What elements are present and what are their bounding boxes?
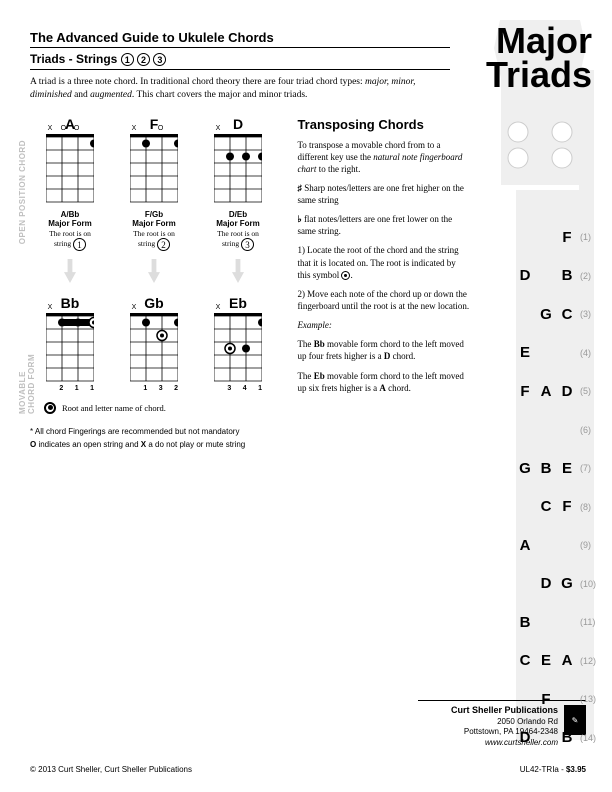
transposing-p1: To transpose a movable chord from to a d… — [297, 139, 470, 175]
fret-row: F (1) — [506, 218, 604, 257]
form-label: F/GbMajor Form — [118, 210, 190, 228]
chord-grid: XOO — [46, 134, 94, 204]
bottom-bar: © 2013 Curt Sheller, Curt Sheller Public… — [30, 765, 586, 774]
fret-row: FAD (5) — [506, 372, 604, 411]
fret-row: DB (2) — [506, 257, 604, 296]
fret-row: GC (3) — [506, 295, 604, 334]
example-label: Example: — [297, 319, 470, 331]
chord-F: F XO F/GbMajor Form The root is onstring… — [118, 116, 190, 291]
transposing-heading: Transposing Chords — [297, 116, 470, 134]
fret-row: DB (14) — [506, 719, 604, 758]
fret-row: (6) — [506, 411, 604, 450]
sharp-note: ♯ Sharp notes/letters are one fret highe… — [297, 182, 470, 206]
example-1: The Bb movable form chord to the left mo… — [297, 338, 470, 362]
chord-Eb: Eb X 341 — [202, 295, 274, 392]
root-legend-text: Root and letter name of chord. — [62, 403, 166, 413]
title-line2: Triads — [486, 58, 592, 92]
form-label: D/EbMajor Form — [202, 210, 274, 228]
fret-num: (8) — [580, 502, 604, 512]
arrow-down-icon — [232, 259, 244, 283]
root-string: The root is onstring 3 — [202, 229, 274, 251]
fret-num: (4) — [580, 348, 604, 358]
chord-D: D X D/EbMajor Form The root is onstring … — [202, 116, 274, 291]
form-label: A/BbMajor Form — [34, 210, 106, 228]
fret-num: (6) — [580, 425, 604, 435]
footnote-2: O indicates an open string and X a do no… — [30, 439, 410, 452]
string-num: 3 — [153, 53, 166, 66]
flat-note: ♭ flat notes/letters are one fret lower … — [297, 213, 470, 237]
fret-num: (3) — [580, 309, 604, 319]
fret-num: (9) — [580, 540, 604, 550]
fret-num: (1) — [580, 232, 604, 242]
arrow-down-icon — [148, 259, 160, 283]
transposing-section: Transposing Chords To transpose a movabl… — [297, 116, 470, 414]
open-chord-row: A XOO A/BbMajor Form The root is onstrin… — [34, 116, 281, 291]
fret-num: (14) — [580, 733, 604, 743]
fret-row: E (4) — [506, 334, 604, 373]
fret-num: (11) — [580, 617, 604, 627]
root-legend: Root and letter name of chord. — [30, 402, 281, 414]
chord-grid: X — [214, 134, 262, 204]
title-line1: Major — [486, 24, 592, 58]
finger-numbers: 341 — [214, 385, 262, 392]
guide-title: The Advanced Guide to Ukulele Chords — [30, 30, 450, 48]
fretboard-chart: F (1) DB (2) GC (3) E (4) FAD (5) (6) GB… — [506, 218, 604, 757]
fret-row: DG (10) — [506, 565, 604, 604]
fret-num: (2) — [580, 271, 604, 281]
subtitle-text: Triads - Strings — [30, 52, 117, 66]
fret-row: B (11) — [506, 603, 604, 642]
fret-num: (5) — [580, 386, 604, 396]
copyright: © 2013 Curt Sheller, Curt Sheller Public… — [30, 765, 192, 774]
fret-row: A (9) — [506, 526, 604, 565]
chord-grid: XO — [130, 134, 178, 204]
chord-grid: X — [46, 313, 94, 383]
fret-row: GBE (7) — [506, 449, 604, 488]
string-num: 2 — [137, 53, 150, 66]
finger-numbers: 132 — [130, 385, 178, 392]
step-1: 1) Locate the root of the chord and the … — [297, 244, 470, 280]
fret-row: F (13) — [506, 680, 604, 719]
open-position-label: OPEN POSITION CHORD — [18, 140, 27, 244]
root-symbol-icon — [44, 402, 56, 414]
sku-price: UL42-TRIa - $3.95 — [520, 765, 586, 774]
footer-notes: * All chord Fingerings are recommended b… — [30, 426, 410, 452]
fret-num: (12) — [580, 656, 604, 666]
root-string: The root is onstring 2 — [118, 229, 190, 251]
fret-num: (7) — [580, 463, 604, 473]
page-title: Major Triads — [486, 24, 592, 92]
chord-grid: X — [130, 313, 178, 383]
step-2: 2) Move each note of the chord up or dow… — [297, 288, 470, 312]
movable-form-label: MOVABLE CHORD FORM — [18, 346, 36, 414]
chord-A: A XOO A/BbMajor Form The root is onstrin… — [34, 116, 106, 291]
chord-Bb: Bb X 211 — [34, 295, 106, 392]
fret-row: CF (8) — [506, 488, 604, 527]
example-2: The Eb movable form chord to the left mo… — [297, 370, 470, 394]
chord-grid: X — [214, 313, 262, 383]
arrow-down-icon — [64, 259, 76, 283]
root-string: The root is onstring 1 — [34, 229, 106, 251]
fret-num: (10) — [580, 579, 604, 589]
fret-num: (13) — [580, 694, 604, 704]
footnote-1: * All chord Fingerings are recommended b… — [30, 426, 410, 439]
subtitle: Triads - Strings 1 2 3 — [30, 52, 450, 70]
chord-Gb: Gb X 132 — [118, 295, 190, 392]
string-num: 1 — [121, 53, 134, 66]
intro-text: A triad is a three note chord. In tradit… — [30, 76, 450, 102]
fret-row: CEA (12) — [506, 642, 604, 681]
finger-numbers: 211 — [46, 385, 94, 392]
movable-chord-row: Bb X 211 Gb X 132 Eb X 341 — [34, 295, 281, 392]
